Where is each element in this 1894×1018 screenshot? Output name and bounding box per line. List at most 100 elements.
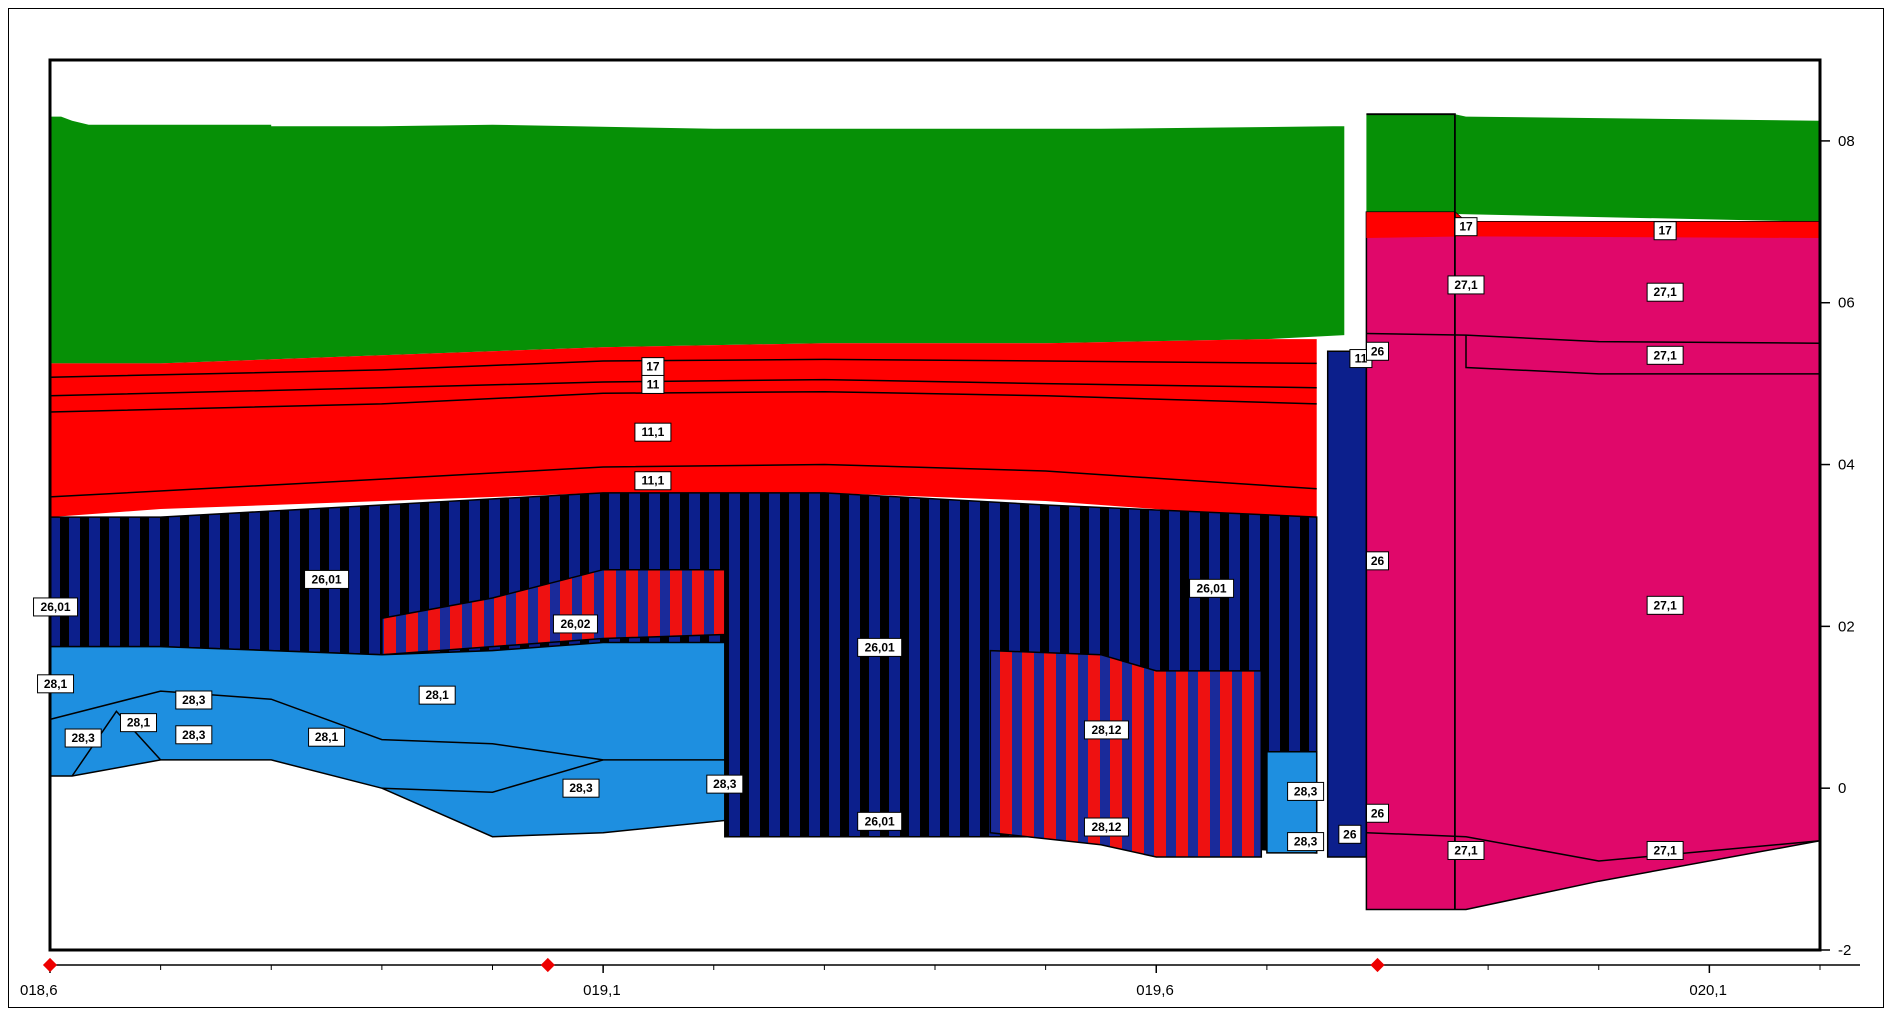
y-tick-label: -2 bbox=[1838, 942, 1851, 959]
data-label: 28,3 bbox=[1294, 835, 1318, 849]
data-label: 11,1 bbox=[642, 474, 665, 488]
data-label-box bbox=[1083, 817, 1129, 837]
data-label-box bbox=[33, 597, 79, 617]
data-label-box bbox=[120, 713, 157, 733]
axes: 08 06 04 02 0 -2 018,6 019,1 019,6 020,1 bbox=[20, 58, 1860, 999]
data-label-box bbox=[37, 674, 75, 694]
data-label-box bbox=[857, 637, 903, 657]
data-label-box bbox=[552, 614, 598, 634]
x-tick-label: 019,6 bbox=[1136, 982, 1174, 999]
data-label: 27,1 bbox=[1653, 285, 1677, 299]
area-26 bbox=[1326, 350, 1368, 858]
data-label: 26 bbox=[1343, 827, 1357, 841]
data-label: 26,01 bbox=[865, 640, 895, 654]
data-label-box bbox=[418, 685, 456, 705]
line-27-1b bbox=[1465, 335, 1820, 375]
data-label-box bbox=[1454, 217, 1478, 237]
data-label-box bbox=[1447, 275, 1485, 295]
area-17-right bbox=[1366, 212, 1820, 238]
event-marker bbox=[540, 957, 555, 973]
plot-border bbox=[48, 58, 1822, 952]
y-tick-label: 06 bbox=[1838, 295, 1855, 312]
data-label: 28,3 bbox=[72, 731, 96, 745]
data-label-box bbox=[1287, 781, 1325, 801]
data-label-box bbox=[1287, 832, 1325, 852]
data-label-box bbox=[1646, 345, 1684, 365]
area-28-12 bbox=[989, 649, 1263, 858]
data-label: 11 bbox=[1355, 352, 1368, 366]
data-label-box bbox=[1646, 595, 1684, 615]
data-label: 27,1 bbox=[1653, 348, 1677, 362]
line-11 bbox=[49, 378, 1317, 397]
data-label: 11 bbox=[647, 377, 660, 391]
area-27-1 bbox=[1365, 211, 1821, 911]
data-label-box bbox=[1366, 341, 1389, 361]
line-11-1 bbox=[49, 390, 1317, 413]
y-tick-label: 02 bbox=[1838, 618, 1855, 635]
data-label: 28,1 bbox=[44, 677, 68, 691]
data-label: 28,12 bbox=[1091, 820, 1121, 834]
data-label: 28,3 bbox=[182, 693, 206, 707]
area-28-3-right bbox=[1266, 751, 1318, 854]
data-label-box bbox=[304, 569, 350, 589]
data-label: 28,1 bbox=[315, 730, 339, 744]
data-label: 27,1 bbox=[1653, 843, 1677, 857]
data-label: 26 bbox=[1371, 806, 1385, 820]
data-label: 17 bbox=[1658, 224, 1672, 238]
data-label-box bbox=[634, 422, 672, 442]
x-tick-label: 020,1 bbox=[1689, 982, 1727, 999]
data-label-box bbox=[175, 690, 213, 710]
data-label-box bbox=[1366, 803, 1389, 823]
data-label: 27,1 bbox=[1653, 598, 1677, 612]
data-label: 28,3 bbox=[569, 781, 593, 795]
data-label: 28,12 bbox=[1091, 723, 1121, 737]
data-label-box bbox=[1646, 840, 1684, 860]
data-label-box bbox=[1447, 840, 1485, 860]
data-label: 26,01 bbox=[312, 572, 342, 586]
data-label: 11,1 bbox=[642, 425, 665, 439]
data-label-box bbox=[1189, 578, 1235, 598]
data-label: 26,01 bbox=[1197, 581, 1227, 595]
data-label: 28,3 bbox=[713, 777, 737, 791]
y-tick-label: 0 bbox=[1838, 780, 1846, 797]
line-27-1c bbox=[1366, 831, 1821, 862]
event-marker bbox=[42, 957, 58, 973]
line-27-col bbox=[1366, 113, 1456, 910]
x-tick-label: 018,6 bbox=[20, 982, 58, 999]
data-label-box bbox=[857, 811, 903, 831]
area-green-left bbox=[50, 116, 1345, 364]
data-label: 28,3 bbox=[182, 728, 206, 742]
data-label: 27,1 bbox=[1454, 278, 1478, 292]
data-label-box bbox=[175, 725, 213, 745]
data-label-box bbox=[64, 728, 102, 748]
data-label-box bbox=[1366, 551, 1389, 571]
data-label-box bbox=[634, 471, 672, 491]
data-label-box bbox=[1653, 221, 1677, 241]
data-label: 26 bbox=[1371, 344, 1385, 358]
line-11-1b bbox=[49, 463, 1317, 498]
data-label-box bbox=[706, 774, 744, 794]
event-marker bbox=[1370, 957, 1385, 973]
area-green-right bbox=[1366, 114, 1820, 222]
line-27-1 bbox=[1366, 332, 1821, 344]
data-label-box bbox=[1083, 720, 1129, 740]
data-label: 26,01 bbox=[865, 814, 895, 828]
data-label: 17 bbox=[646, 360, 660, 374]
plot-area bbox=[49, 113, 1821, 911]
data-label: 28,1 bbox=[426, 688, 450, 702]
data-label: 28,3 bbox=[1294, 784, 1318, 798]
chart-frame bbox=[8, 8, 1884, 1008]
data-label: 28,1 bbox=[127, 716, 151, 730]
data-label: 27,1 bbox=[1454, 843, 1478, 857]
y-tick-label: 08 bbox=[1838, 133, 1855, 150]
data-label-box bbox=[641, 374, 665, 394]
data-labels: 17 11 11,1 11,1 26,01 26,01 26,02 26,01 26,01 28,… bbox=[33, 217, 1684, 860]
data-label-box bbox=[562, 778, 600, 798]
data-label: 26,01 bbox=[41, 600, 71, 614]
area-red-band bbox=[50, 339, 1317, 518]
line-17 bbox=[49, 358, 1317, 378]
line-28-3b bbox=[71, 710, 162, 777]
x-tick-label: 019,1 bbox=[583, 982, 621, 999]
line-28-3 bbox=[381, 759, 604, 793]
